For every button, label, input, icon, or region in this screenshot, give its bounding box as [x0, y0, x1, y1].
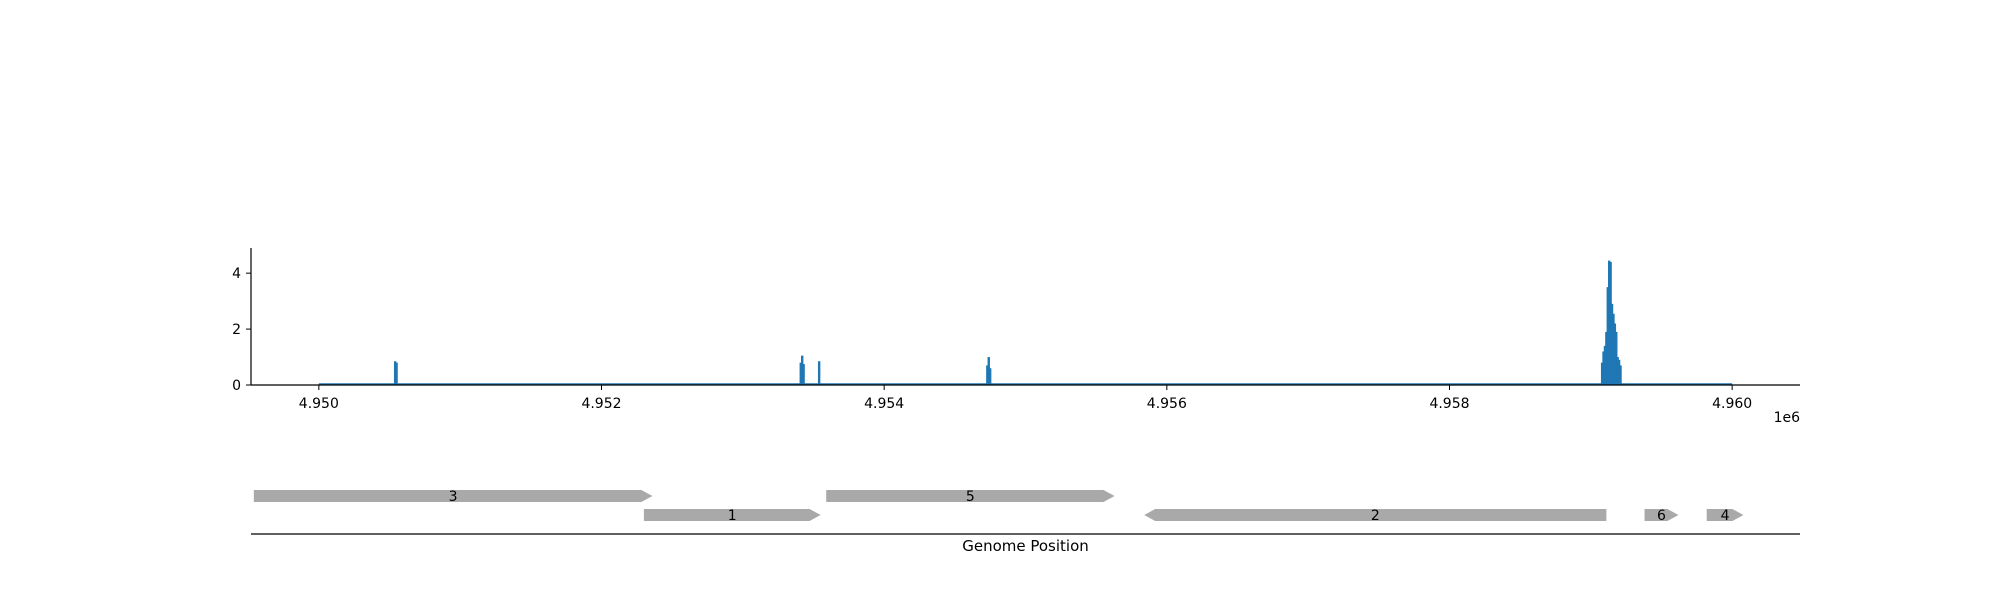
coverage-plot: 4.950 4.952 4.954 4.956 4.958 4.960 0 2 4 1e6 [232, 248, 1800, 426]
gene-feature-label: 3 [449, 489, 458, 505]
gene-feature-arrow [1144, 509, 1607, 521]
x-tick-label: 4.958 [1429, 396, 1469, 412]
gene-features: 3 1 5 2 6 4 [253, 489, 1744, 524]
x-tick-label: 4.956 [1147, 396, 1187, 412]
coverage-series [318, 260, 1733, 386]
gene-feature-label: 2 [1371, 508, 1380, 524]
y-tick-label: 4 [232, 266, 241, 282]
gene-feature-arrow [253, 490, 653, 502]
x-axis-offset-label: 1e6 [1774, 410, 1801, 426]
y-tick-label: 0 [232, 378, 241, 394]
gene-feature-arrow [1644, 509, 1679, 521]
gene-feature-arrow [826, 490, 1115, 502]
gene-feature-label: 6 [1657, 508, 1666, 524]
x-tick-label: 4.954 [864, 396, 904, 412]
gene-feature-arrow [643, 509, 821, 521]
x-tick-label: 4.960 [1712, 396, 1752, 412]
gene-feature-label: 1 [728, 508, 737, 524]
gene-track-x-axis-label: Genome Position [962, 537, 1089, 555]
x-tick-label: 4.952 [581, 396, 621, 412]
y-tick-label: 2 [232, 322, 241, 338]
gene-feature-label: 5 [966, 489, 975, 505]
coverage-axes: 4.950 4.952 4.954 4.956 4.958 4.960 0 2 4 [232, 248, 1800, 412]
gene-track: 3 1 5 2 6 4 Genome Position [251, 489, 1800, 555]
gene-feature-label: 4 [1721, 508, 1730, 524]
gene-feature-arrow [1706, 509, 1744, 521]
x-tick-label: 4.950 [299, 396, 339, 412]
